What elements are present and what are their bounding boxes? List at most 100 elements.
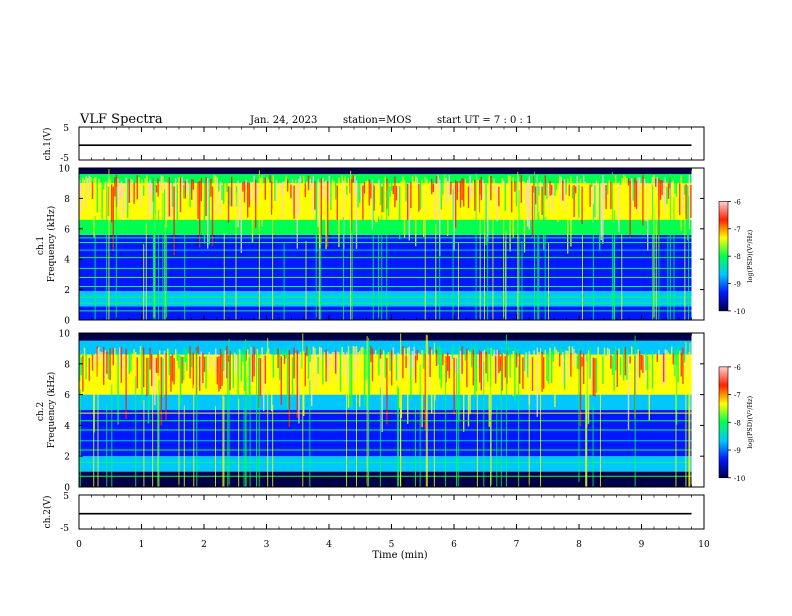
emission-burst [162, 176, 164, 196]
emission-burst [376, 186, 378, 223]
emission-burst [509, 175, 511, 252]
emission-burst [216, 177, 218, 217]
date-label: Jan. 24, 2023 [249, 115, 317, 126]
emission-burst [423, 183, 425, 237]
emission-burst [155, 185, 158, 193]
emission-burst [525, 352, 527, 377]
emission-burst [290, 184, 292, 199]
emission-burst [231, 355, 233, 370]
emission-burst [575, 352, 577, 360]
emission-burst [570, 176, 572, 247]
emission-burst [325, 349, 327, 382]
emission-burst [629, 356, 631, 364]
emission-burst [499, 356, 502, 372]
emission-burst [210, 357, 212, 365]
emission-burst [264, 355, 266, 384]
emission-burst [496, 186, 498, 222]
colorbar-tick-label: -8 [734, 253, 741, 261]
emission-burst [379, 349, 382, 359]
emission-burst [664, 349, 666, 385]
emission-burst [650, 183, 652, 205]
y-tick-label: 5 [63, 492, 69, 502]
emission-burst [200, 178, 202, 202]
emission-burst [659, 180, 662, 200]
emission-burst [189, 346, 191, 379]
y-tick-label: 0 [64, 317, 70, 327]
emission-burst [426, 179, 428, 217]
emission-burst [635, 353, 638, 393]
emission-burst [87, 178, 89, 200]
emission-burst [482, 351, 484, 391]
emission-burst [317, 178, 319, 227]
emission-burst [629, 181, 631, 239]
emission-burst [650, 356, 652, 376]
emission-burst [240, 182, 242, 253]
emission-burst [184, 347, 186, 363]
emission-burst [210, 178, 212, 197]
emission-burst [559, 354, 561, 367]
emission-burst [416, 177, 418, 189]
emission-burst [205, 356, 207, 389]
emission-burst [405, 181, 407, 202]
emission-burst [527, 180, 529, 227]
emission-burst [498, 186, 500, 207]
emission-burst [184, 181, 186, 199]
emission-burst [571, 346, 574, 379]
emission-burst [594, 358, 596, 397]
emission-burst [386, 357, 388, 425]
emission-burst [560, 348, 562, 355]
emission-burst [560, 176, 562, 205]
emission-burst [88, 358, 90, 381]
emission-burst [160, 175, 162, 192]
emission-burst [434, 184, 436, 220]
emission-burst [331, 352, 334, 392]
emission-burst [98, 346, 100, 362]
emission-burst [523, 351, 526, 372]
emission-burst [663, 353, 665, 382]
emission-burst [215, 175, 217, 184]
emission-burst [624, 176, 626, 206]
emission-burst [611, 356, 614, 375]
emission-burst [79, 350, 81, 382]
emission-burst [181, 356, 183, 384]
emission-burst [674, 174, 676, 194]
emission-burst [285, 351, 287, 359]
emission-burst [173, 358, 175, 385]
emission-burst [517, 349, 519, 358]
spectrogram-panel-ch1: 0 2 4 6 8 10 ch.1 Frequency (kHz) -6 -7 -8 -9 -10… [36, 165, 754, 327]
emission-burst [415, 175, 417, 247]
emission-burst [229, 350, 231, 391]
emission-burst [328, 353, 330, 384]
y-axis-label: ch.2 Frequency (kHz) [36, 372, 57, 449]
emission-burst [237, 180, 239, 228]
emission-burst [658, 178, 660, 250]
emission-burst [376, 354, 378, 369]
emission-burst [191, 349, 193, 368]
emission-burst [167, 348, 169, 372]
emission-burst [283, 354, 286, 364]
emission-burst [120, 181, 122, 196]
emission-burst [690, 355, 692, 391]
emission-burst [485, 351, 487, 374]
emission-burst [354, 175, 356, 196]
emission-burst [237, 348, 239, 407]
emission-burst [632, 178, 634, 201]
emission-burst [674, 350, 676, 377]
emission-burst [512, 177, 514, 239]
emission-burst [202, 352, 204, 383]
emission-burst [675, 178, 678, 197]
emission-burst [351, 179, 353, 231]
colorbar-scale [718, 366, 729, 479]
emission-burst [123, 354, 126, 387]
emission-burst [207, 357, 209, 390]
emission-burst [539, 181, 542, 192]
emission-burst [192, 179, 194, 190]
emission-burst [229, 186, 231, 207]
emission-burst [618, 181, 620, 232]
emission-burst [587, 350, 590, 424]
emission-burst [370, 346, 372, 363]
emission-burst [448, 175, 450, 201]
emission-burst [191, 179, 193, 200]
emission-burst [243, 353, 246, 391]
emission-burst [159, 350, 161, 373]
